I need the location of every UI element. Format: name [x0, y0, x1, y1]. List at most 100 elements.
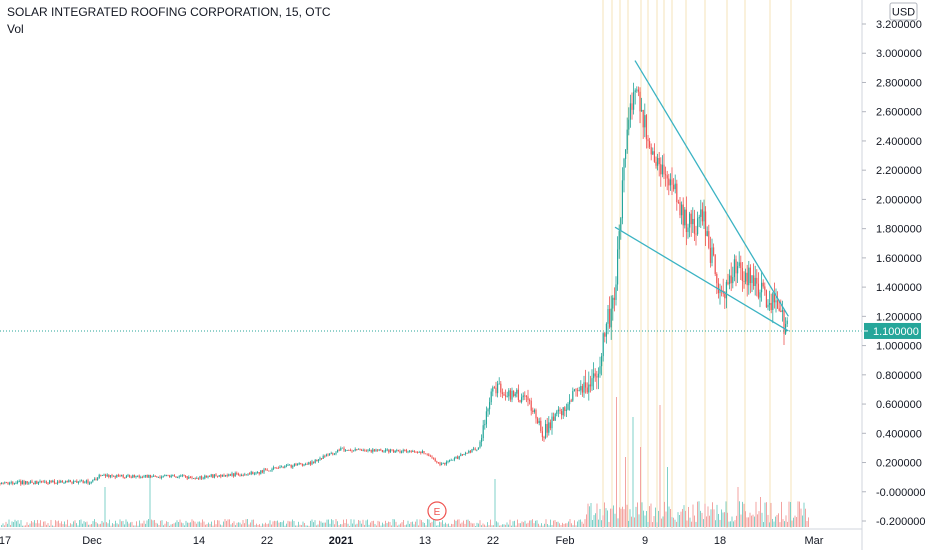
volume-bar: [515, 525, 517, 527]
candle: [394, 451, 396, 453]
volume-bar: [194, 521, 196, 527]
volume-bar: [374, 523, 376, 527]
candle: [580, 386, 582, 391]
trendline-lower[interactable]: [614, 226, 789, 332]
volume-bar: [409, 523, 410, 527]
candle: [572, 391, 574, 401]
volume-bar: [8, 519, 10, 527]
volume-bar: [67, 519, 68, 527]
candle: [90, 481, 92, 484]
volume-indicator-label[interactable]: Vol: [7, 22, 24, 36]
volume-bar: [289, 521, 290, 527]
candle: [42, 481, 44, 483]
volume-bar: [302, 521, 304, 527]
candle: [669, 179, 671, 186]
volume-bar: [757, 514, 758, 527]
candle: [412, 451, 414, 452]
volume-bar: [58, 520, 59, 527]
volume-bar: [679, 515, 680, 527]
candle: [449, 460, 451, 462]
volume-bar: [310, 520, 311, 527]
volume-bar: [544, 523, 545, 527]
candle: [148, 474, 150, 478]
candle: [695, 233, 697, 235]
candle: [489, 402, 491, 410]
candle: [521, 397, 523, 403]
candle: [106, 474, 108, 477]
volume-bar: [280, 521, 281, 527]
candle: [5, 482, 7, 484]
candle: [34, 480, 36, 485]
candle: [599, 366, 601, 374]
candle: [554, 413, 556, 421]
earnings-marker[interactable]: E: [427, 501, 447, 521]
candle: [351, 450, 353, 452]
candle: [210, 474, 212, 477]
volume-bar: [124, 524, 125, 527]
volume-bar: [584, 519, 586, 527]
volume-bar: [698, 501, 700, 527]
candle: [333, 453, 335, 455]
time-axis[interactable]: 17 Dec 14 22 2021 13 22 Feb 9 18 Mar: [0, 528, 862, 547]
volume-bar: [566, 523, 568, 527]
volume-bar: [497, 522, 499, 527]
candle: [97, 478, 99, 480]
candle: [209, 476, 211, 477]
candle: [562, 407, 564, 416]
volume-bar: [520, 523, 521, 527]
volume-bar: [796, 517, 797, 527]
price-axis[interactable]: 3.200000 3.000000 2.800000 2.600000 2.400000…: [861, 0, 926, 550]
candle: [545, 423, 547, 439]
candle: [561, 411, 563, 416]
volume-bar: [751, 515, 752, 527]
candle: [428, 454, 430, 456]
candle: [585, 382, 587, 388]
candle: [633, 92, 635, 110]
candle: [121, 475, 123, 477]
candle: [55, 483, 57, 485]
volume-bar: [568, 521, 569, 527]
volume-bar: [601, 520, 602, 527]
volume-bar: [241, 524, 242, 527]
volume-bar: [83, 521, 85, 527]
candle: [4, 482, 6, 484]
candle: [527, 396, 529, 401]
volume-bar: [269, 520, 271, 527]
volume-bar: [485, 525, 487, 527]
volume-bar: [611, 508, 613, 527]
volume-bar: [319, 520, 320, 527]
trendline-upper[interactable]: [634, 60, 789, 317]
volume-bar: [250, 522, 251, 527]
candle: [277, 468, 279, 469]
candle: [1, 482, 3, 485]
volume-bar: [703, 519, 704, 527]
volume-bar: [68, 525, 70, 527]
candle: [645, 115, 647, 140]
volume-bar: [680, 511, 682, 527]
candle: [581, 386, 583, 393]
candle: [409, 450, 411, 452]
currency-badge[interactable]: USD: [889, 2, 918, 21]
volume-bar: [644, 515, 646, 527]
volume-bar: [193, 520, 194, 527]
volume-bar: [85, 522, 86, 527]
candle: [468, 451, 470, 454]
volume-bar: [805, 508, 806, 527]
trendlines[interactable]: [614, 60, 789, 332]
candle: [628, 119, 630, 130]
volume-bar: [638, 514, 640, 527]
volume-bar: [673, 517, 674, 527]
candle: [770, 303, 772, 311]
volume-bar: [209, 523, 211, 527]
candle: [274, 467, 276, 469]
volume-bar: [748, 517, 749, 527]
volume-bar: [706, 516, 707, 527]
candle: [506, 396, 508, 398]
candle: [39, 480, 41, 482]
volume-bar: [299, 524, 301, 527]
candle: [31, 481, 33, 483]
candle: [226, 475, 228, 476]
volume-bar: [94, 519, 95, 527]
